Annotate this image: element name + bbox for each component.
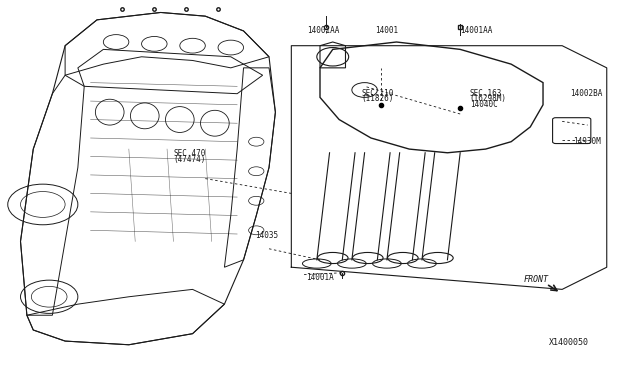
Text: 14930M: 14930M xyxy=(573,137,602,145)
Text: 14040C: 14040C xyxy=(470,100,497,109)
Text: 14001AA: 14001AA xyxy=(460,26,492,35)
Text: (16298M): (16298M) xyxy=(470,94,507,103)
Text: 14001: 14001 xyxy=(375,26,399,35)
Text: FRONT: FRONT xyxy=(524,275,549,284)
Text: SEC.110: SEC.110 xyxy=(362,89,394,97)
Text: 14002BA: 14002BA xyxy=(570,89,603,97)
Text: (11826): (11826) xyxy=(362,94,394,103)
Text: X1400050: X1400050 xyxy=(549,338,589,347)
Text: 14001AA: 14001AA xyxy=(307,26,339,35)
Text: (47474): (47474) xyxy=(173,155,206,164)
Text: SEC.163: SEC.163 xyxy=(470,89,502,97)
Text: 14035: 14035 xyxy=(255,231,278,240)
Text: SEC.470: SEC.470 xyxy=(173,150,206,158)
Text: 14001A: 14001A xyxy=(306,273,334,282)
